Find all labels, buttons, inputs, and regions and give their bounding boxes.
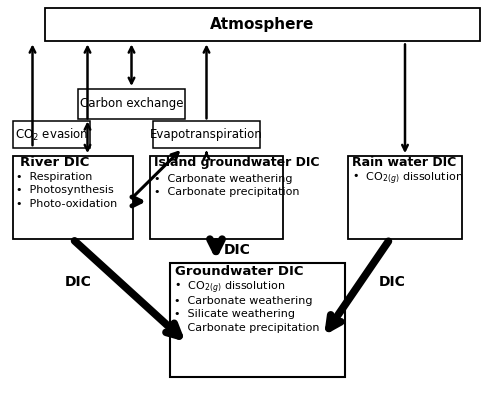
Text: Rain water DIC: Rain water DIC: [352, 156, 456, 169]
FancyBboxPatch shape: [78, 89, 185, 118]
Text: •  Silicate weathering: • Silicate weathering: [174, 309, 295, 320]
Text: •  Carbonate precipitation: • Carbonate precipitation: [154, 187, 300, 197]
Text: •  CO$_{2(g)}$ dissolution: • CO$_{2(g)}$ dissolution: [174, 279, 285, 296]
Text: •  Respiration: • Respiration: [16, 172, 92, 182]
Text: •  CO$_{2(g)}$ dissolution: • CO$_{2(g)}$ dissolution: [352, 170, 463, 187]
Text: River DIC: River DIC: [20, 156, 89, 169]
Text: DIC: DIC: [65, 275, 92, 290]
FancyBboxPatch shape: [152, 121, 260, 148]
Text: •  Carbonate weathering: • Carbonate weathering: [174, 296, 312, 306]
Text: •  Carbonate weathering: • Carbonate weathering: [154, 173, 292, 184]
FancyBboxPatch shape: [150, 156, 282, 239]
Text: Evapotranspiration: Evapotranspiration: [150, 128, 263, 141]
Text: Island groundwater DIC: Island groundwater DIC: [154, 156, 320, 169]
Text: •  Carbonate precipitation: • Carbonate precipitation: [174, 323, 320, 333]
FancyBboxPatch shape: [45, 8, 480, 41]
FancyBboxPatch shape: [170, 263, 345, 377]
FancyBboxPatch shape: [348, 156, 463, 239]
Text: Atmosphere: Atmosphere: [210, 17, 314, 32]
Text: •  Photo-oxidation: • Photo-oxidation: [16, 199, 117, 209]
FancyBboxPatch shape: [12, 121, 90, 148]
Text: DIC: DIC: [379, 275, 406, 290]
Text: •  Photosynthesis: • Photosynthesis: [16, 185, 114, 196]
Text: Groundwater DIC: Groundwater DIC: [175, 265, 304, 278]
Text: Carbon exchange: Carbon exchange: [80, 98, 183, 110]
Text: CO$_2$ evasion: CO$_2$ evasion: [15, 127, 88, 143]
FancyBboxPatch shape: [12, 156, 132, 239]
Text: DIC: DIC: [224, 243, 251, 257]
